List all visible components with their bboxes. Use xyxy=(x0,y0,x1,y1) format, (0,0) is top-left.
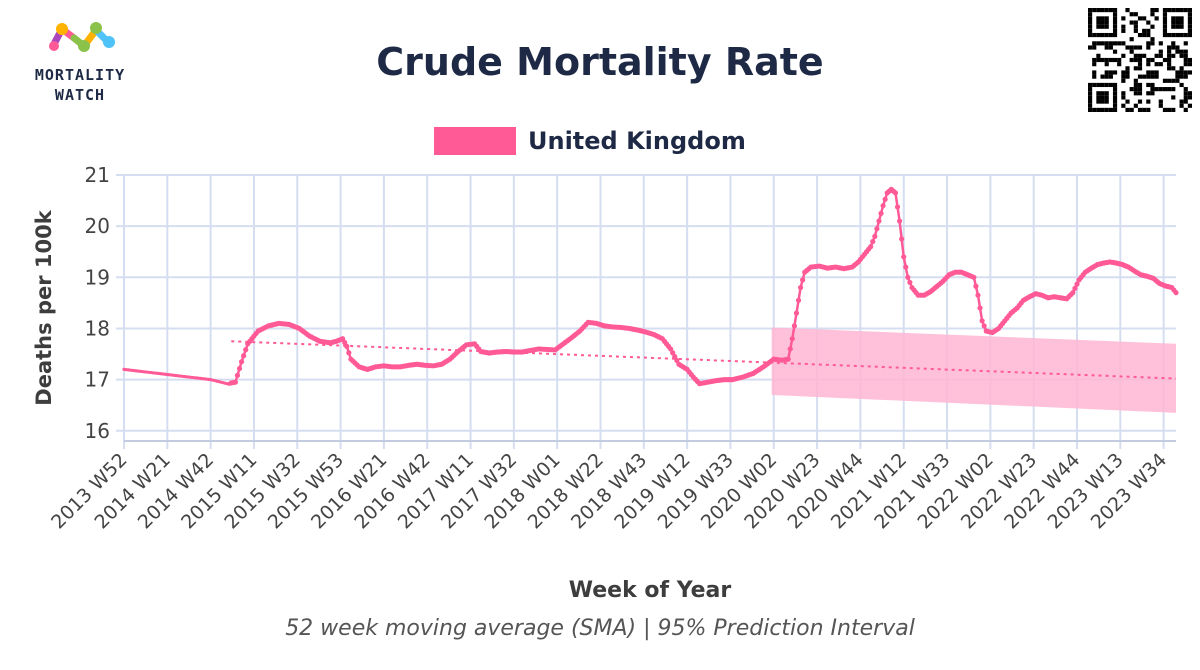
qr-code-icon xyxy=(1088,8,1192,112)
data-point xyxy=(977,305,983,311)
data-point xyxy=(795,297,802,303)
data-point xyxy=(880,203,886,209)
data-point xyxy=(1074,281,1080,287)
data-point xyxy=(793,310,800,316)
y-tick-label: 19 xyxy=(85,265,110,289)
data-point xyxy=(874,226,880,232)
legend: United Kingdom xyxy=(434,124,746,158)
data-point xyxy=(868,244,874,250)
logo-text-line1: MORTALITY xyxy=(34,66,126,84)
data-point xyxy=(896,218,903,224)
data-point xyxy=(901,254,907,260)
x-axis-label: Week of Year xyxy=(568,578,732,603)
data-point xyxy=(876,218,882,224)
data-point xyxy=(800,277,806,283)
y-tick-label: 17 xyxy=(85,368,110,392)
y-tick-label: 20 xyxy=(85,214,110,238)
data-point xyxy=(1173,290,1179,296)
data-point xyxy=(789,336,795,342)
data-point xyxy=(787,346,793,352)
data-point xyxy=(672,353,678,360)
data-point xyxy=(238,359,245,365)
data-point xyxy=(342,339,348,346)
logo-text-line2: WATCH xyxy=(54,86,106,104)
data-point xyxy=(905,274,911,280)
data-point xyxy=(882,196,888,202)
y-tick-label: 16 xyxy=(85,419,110,443)
data-point xyxy=(903,264,909,270)
data-point xyxy=(892,190,899,196)
data-point xyxy=(340,336,346,342)
data-point xyxy=(236,365,243,372)
data-point xyxy=(674,357,680,364)
data-point xyxy=(785,356,791,362)
data-point xyxy=(791,323,797,329)
data-point xyxy=(243,347,249,353)
data-point xyxy=(975,292,981,298)
data-point xyxy=(878,210,884,216)
data-point xyxy=(241,353,247,359)
data-point xyxy=(870,238,876,245)
data-point xyxy=(234,372,241,378)
y-tick-label: 18 xyxy=(85,316,110,340)
data-point xyxy=(227,382,231,386)
data-point xyxy=(971,274,977,280)
data-point xyxy=(232,379,238,385)
data-point xyxy=(907,279,913,286)
logo-molecule-icon xyxy=(49,22,115,52)
data-point xyxy=(1072,285,1078,291)
y-tick-label: 21 xyxy=(85,163,110,187)
data-point xyxy=(797,284,804,291)
mortality-watch-logo: MORTALITY WATCH xyxy=(14,14,146,110)
data-point xyxy=(973,283,979,289)
data-point xyxy=(344,343,350,349)
data-point xyxy=(979,318,985,324)
chart-title: Crude Mortality Rate xyxy=(376,40,824,84)
data-point xyxy=(670,350,676,356)
legend-label: United Kingdom xyxy=(528,127,746,155)
data-point xyxy=(346,350,352,356)
data-point xyxy=(894,204,901,210)
data-point xyxy=(1070,290,1076,296)
data-point xyxy=(872,233,878,239)
data-point xyxy=(981,323,987,329)
data-point xyxy=(899,236,905,242)
chart-subtitle: 52 week moving average (SMA) | 95% Predi… xyxy=(285,616,915,641)
data-point xyxy=(668,346,674,352)
legend-swatch xyxy=(434,127,516,155)
